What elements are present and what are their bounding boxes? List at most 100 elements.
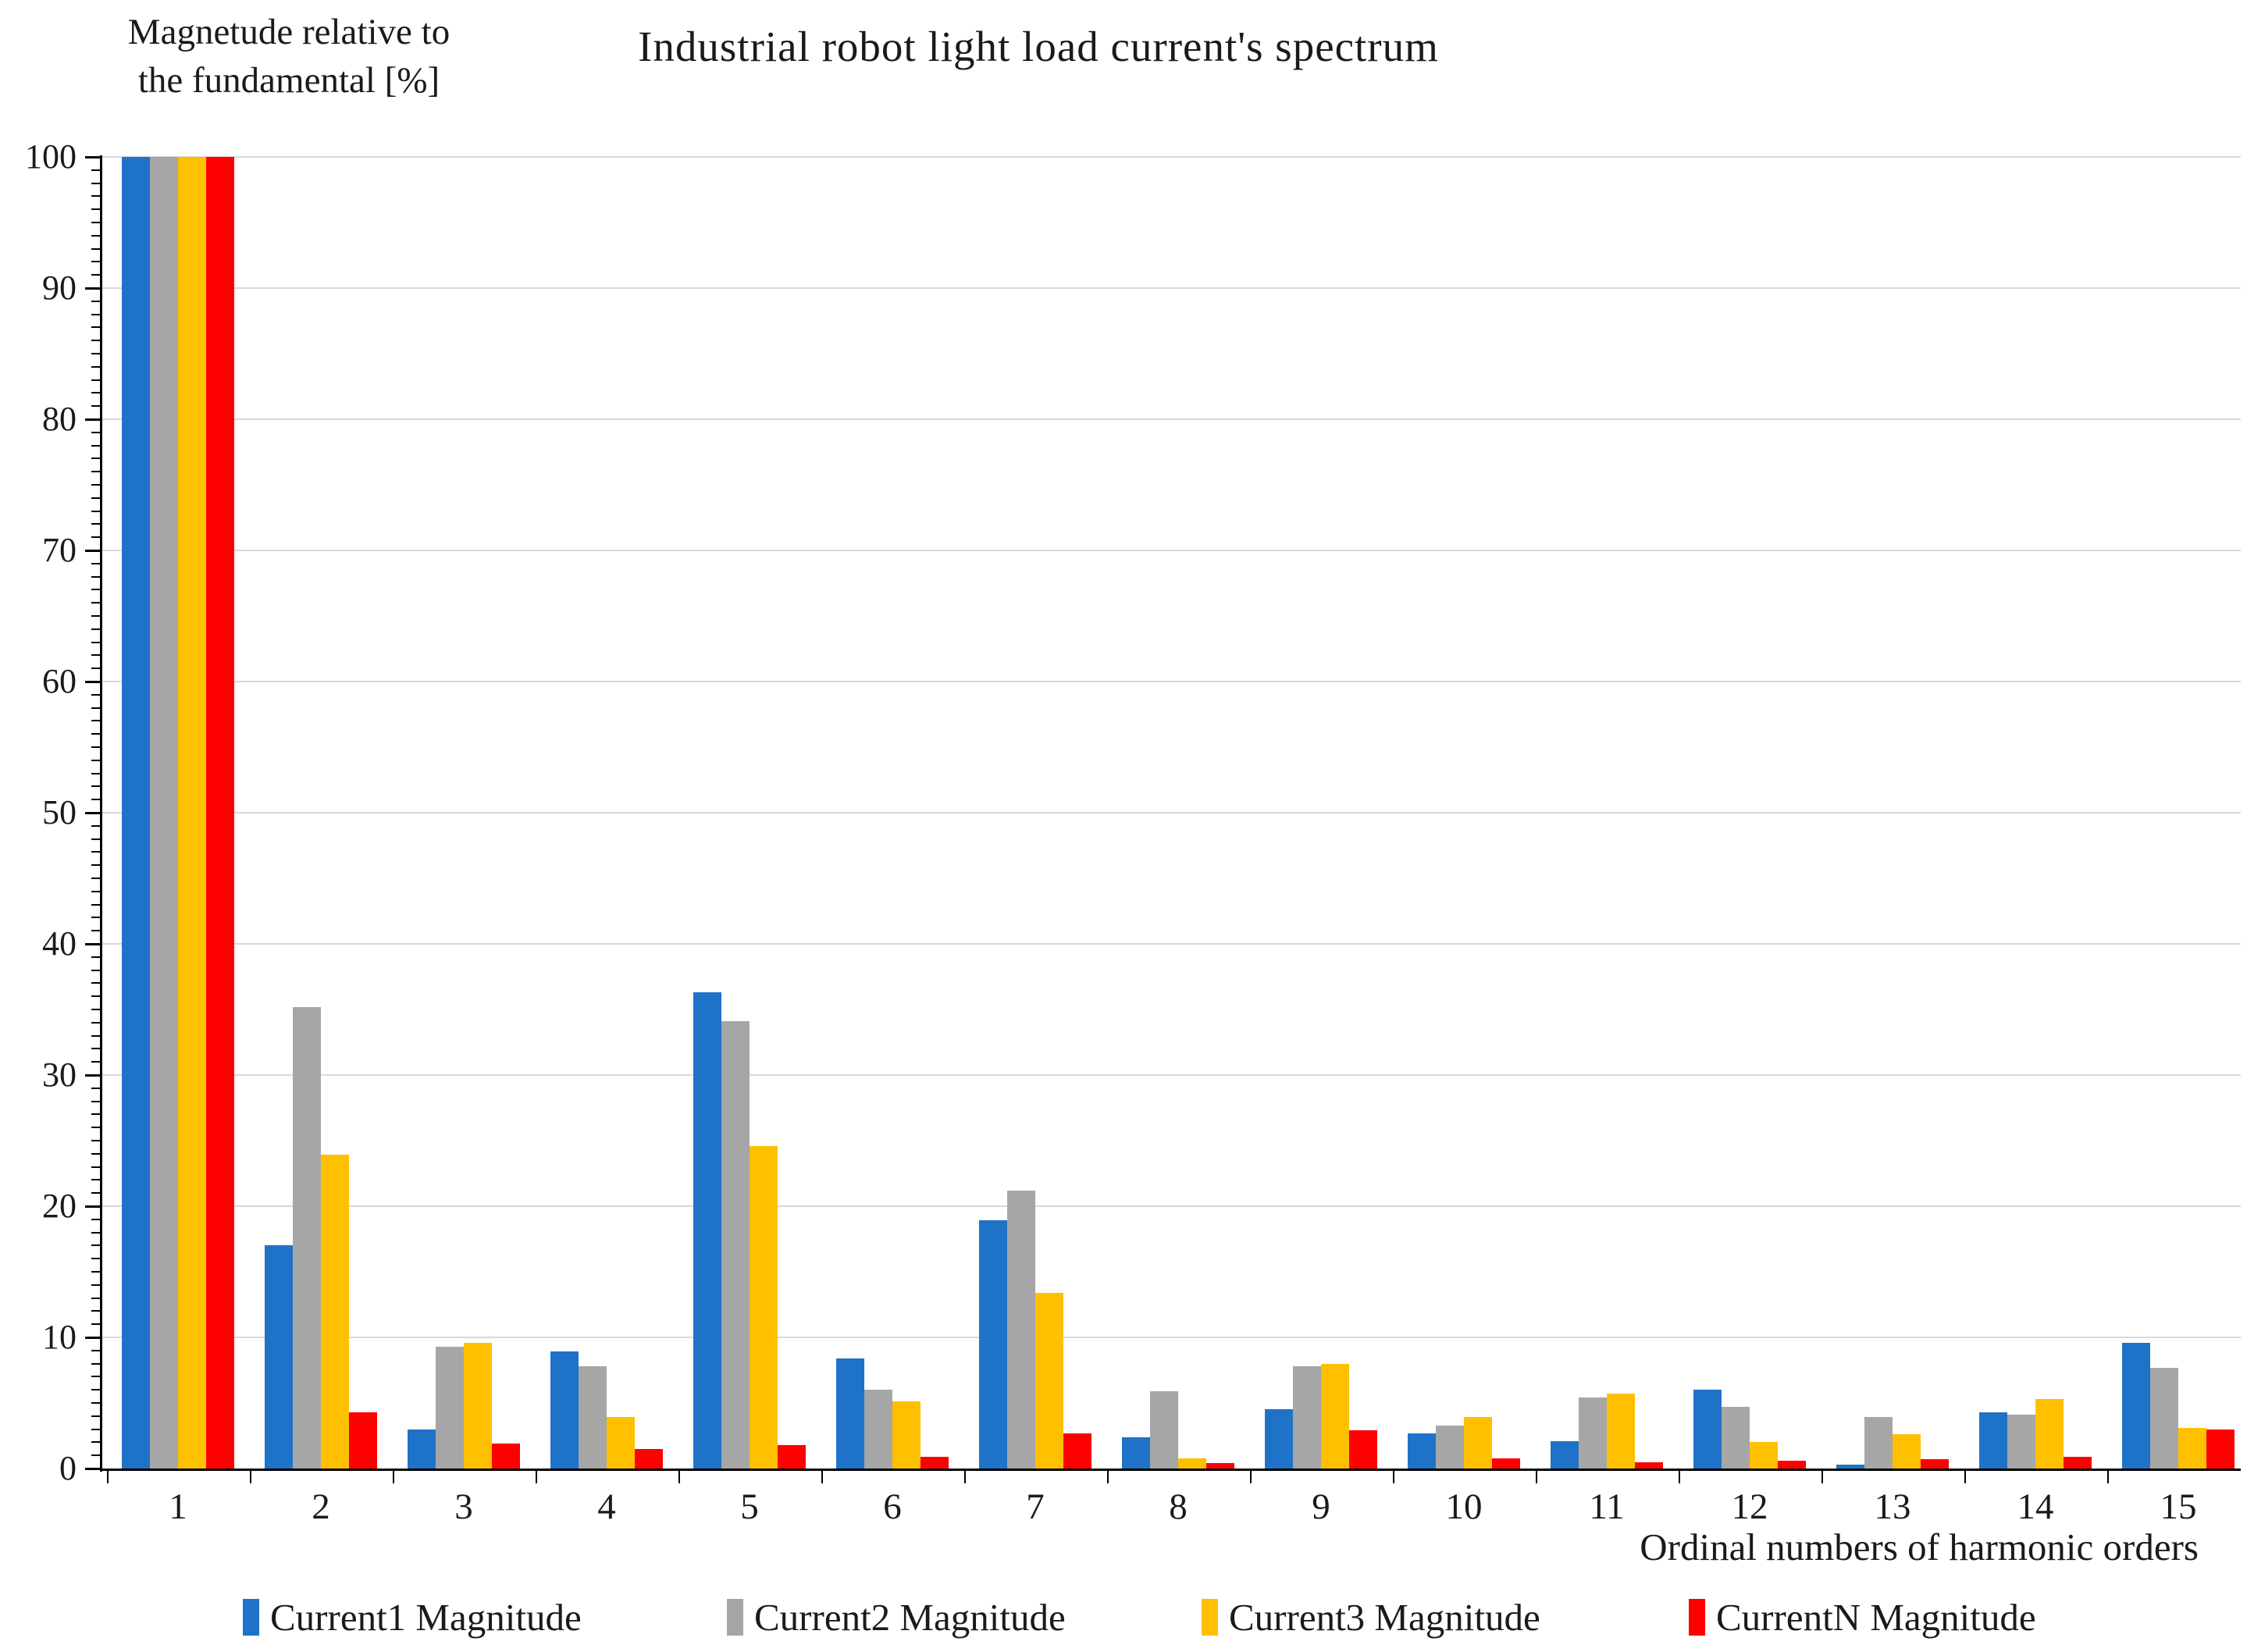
y-minor-tick-32 (91, 1048, 100, 1050)
y-minor-tick-42 (91, 917, 100, 919)
y-minor-tick-64 (91, 628, 100, 630)
y-major-tick-20 (85, 1205, 100, 1208)
y-minor-tick-68 (91, 575, 100, 578)
y-axis-line (100, 155, 102, 1472)
bar-series2-cat5 (721, 1021, 750, 1469)
legend-entry-1: Current1 Magnitude (243, 1595, 582, 1640)
bar-series2-cat7 (1007, 1191, 1035, 1469)
bar-series3-cat1 (178, 157, 206, 1469)
y-minor-tick-86 (91, 340, 100, 342)
bar-series2-cat2 (293, 1007, 321, 1469)
x-category-label-4: 4 (597, 1486, 616, 1527)
y-minor-tick-55 (91, 746, 100, 748)
y-minor-tick-12 (91, 1310, 100, 1312)
bar-series4-cat9 (1349, 1430, 1377, 1469)
gridline-90 (101, 287, 2241, 289)
y-minor-tick-3 (91, 1428, 100, 1430)
y-minor-tick-87 (91, 326, 100, 329)
y-minor-tick-85 (91, 353, 100, 354)
y-minor-tick-7 (91, 1376, 100, 1378)
x-tick-0 (107, 1471, 109, 1483)
bar-series3-cat6 (892, 1401, 921, 1469)
x-category-label-12: 12 (1731, 1486, 1768, 1527)
legend-entry-4: CurrentN Magnitude (1689, 1595, 2036, 1640)
bar-series3-cat9 (1321, 1364, 1349, 1469)
y-minor-tick-17 (91, 1244, 100, 1247)
y-minor-tick-67 (91, 589, 100, 591)
y-minor-tick-27 (91, 1113, 100, 1116)
y-minor-tick-46 (91, 864, 100, 867)
x-tick-13 (1964, 1471, 1966, 1483)
bar-series2-cat8 (1150, 1391, 1178, 1469)
gridline-50 (101, 812, 2241, 814)
legend-swatch-icon (727, 1599, 743, 1636)
y-minor-tick-25 (91, 1140, 100, 1141)
y-minor-tick-95 (91, 222, 100, 223)
bar-series3-cat15 (2178, 1428, 2206, 1469)
y-minor-tick-78 (91, 444, 100, 447)
bar-series3-cat7 (1035, 1293, 1063, 1469)
y-minor-tick-98 (91, 182, 100, 184)
chart-title: Industrial robot light load current's sp… (638, 23, 1439, 70)
y-minor-tick-43 (91, 903, 100, 906)
bar-series2-cat11 (1579, 1397, 1607, 1469)
y-minor-tick-38 (91, 969, 100, 971)
bar-series3-cat14 (2035, 1399, 2064, 1469)
bar-series3-cat5 (750, 1146, 778, 1469)
bar-series2-cat1 (150, 157, 178, 1469)
y-tick-label-100: 100 (25, 137, 77, 176)
x-axis-title: Ordinal numbers of harmonic orders (1640, 1526, 2199, 1568)
y-minor-tick-62 (91, 654, 100, 657)
y-minor-tick-19 (91, 1218, 100, 1220)
bar-series1-cat1 (122, 157, 150, 1469)
y-tick-label-60: 60 (42, 662, 77, 700)
y-minor-tick-73 (91, 510, 100, 512)
y-minor-tick-77 (91, 458, 100, 460)
bar-series1-cat10 (1408, 1433, 1436, 1469)
bar-series3-cat10 (1464, 1417, 1492, 1469)
y-minor-tick-9 (91, 1349, 100, 1351)
x-tick-8 (1250, 1471, 1252, 1483)
bar-series2-cat6 (864, 1390, 892, 1469)
x-tick-2 (393, 1471, 394, 1483)
y-minor-tick-56 (91, 733, 100, 735)
x-axis-line (101, 1469, 2241, 1471)
y-minor-tick-5 (91, 1402, 100, 1404)
y-minor-tick-16 (91, 1258, 100, 1260)
bar-series1-cat15 (2122, 1343, 2150, 1469)
bar-series1-cat9 (1265, 1409, 1293, 1469)
x-tick-1 (250, 1471, 251, 1483)
y-minor-tick-41 (91, 930, 100, 932)
bar-series1-cat13 (1836, 1465, 1864, 1469)
y-tick-label-20: 20 (42, 1187, 77, 1225)
bar-series4-cat4 (635, 1449, 663, 1469)
x-category-label-2: 2 (312, 1486, 330, 1527)
y-minor-tick-31 (91, 1061, 100, 1063)
y-tick-label-10: 10 (42, 1318, 77, 1356)
y-minor-tick-1 (91, 1454, 100, 1457)
y-minor-tick-74 (91, 497, 100, 499)
bar-series1-cat8 (1122, 1437, 1150, 1469)
bar-series4-cat7 (1063, 1433, 1091, 1469)
x-tick-11 (1679, 1471, 1680, 1483)
y-minor-tick-59 (91, 693, 100, 696)
y-minor-tick-83 (91, 379, 100, 381)
x-category-label-11: 11 (1589, 1486, 1625, 1527)
y-minor-tick-15 (91, 1271, 100, 1273)
y-minor-tick-13 (91, 1297, 100, 1299)
y-minor-tick-45 (91, 878, 100, 879)
legend-swatch-icon (1202, 1599, 1218, 1636)
bar-series2-cat14 (2007, 1415, 2035, 1469)
y-minor-tick-39 (91, 956, 100, 958)
x-category-label-7: 7 (1026, 1486, 1045, 1527)
y-minor-tick-36 (91, 995, 100, 998)
legend-label: Current3 Magnitude (1229, 1596, 1540, 1639)
y-minor-tick-51 (91, 799, 100, 801)
bar-series4-cat8 (1206, 1463, 1234, 1469)
gridline-20 (101, 1205, 2241, 1207)
x-category-label-13: 13 (1874, 1486, 1911, 1527)
y-minor-tick-71 (91, 536, 100, 539)
bar-series2-cat10 (1436, 1426, 1464, 1469)
bar-series3-cat3 (464, 1343, 492, 1469)
legend-swatch-icon (243, 1599, 259, 1636)
